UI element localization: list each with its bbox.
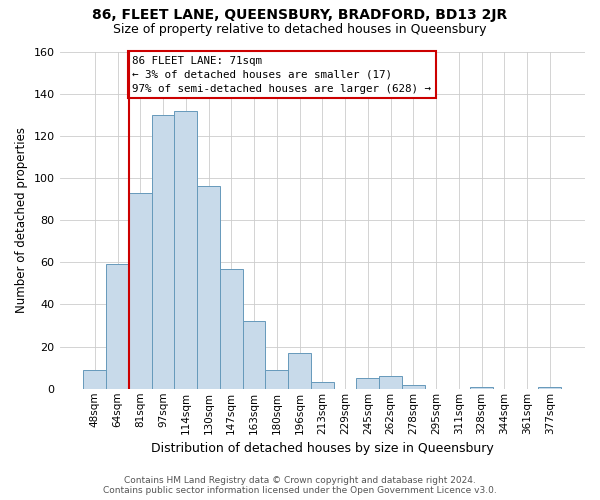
Bar <box>265 370 288 389</box>
Bar <box>538 386 561 389</box>
Bar <box>152 114 175 389</box>
Text: Contains HM Land Registry data © Crown copyright and database right 2024.
Contai: Contains HM Land Registry data © Crown c… <box>103 476 497 495</box>
Bar <box>470 386 493 389</box>
Bar <box>220 268 242 389</box>
Bar <box>311 382 334 389</box>
Y-axis label: Number of detached properties: Number of detached properties <box>15 127 28 313</box>
Bar <box>197 186 220 389</box>
Text: 86 FLEET LANE: 71sqm
← 3% of detached houses are smaller (17)
97% of semi-detach: 86 FLEET LANE: 71sqm ← 3% of detached ho… <box>133 56 431 94</box>
X-axis label: Distribution of detached houses by size in Queensbury: Distribution of detached houses by size … <box>151 442 494 455</box>
Bar <box>106 264 129 389</box>
Bar <box>402 384 425 389</box>
Bar <box>356 378 379 389</box>
Bar <box>379 376 402 389</box>
Bar <box>129 192 152 389</box>
Bar <box>242 322 265 389</box>
Text: 86, FLEET LANE, QUEENSBURY, BRADFORD, BD13 2JR: 86, FLEET LANE, QUEENSBURY, BRADFORD, BD… <box>92 8 508 22</box>
Bar <box>83 370 106 389</box>
Text: Size of property relative to detached houses in Queensbury: Size of property relative to detached ho… <box>113 22 487 36</box>
Bar <box>175 110 197 389</box>
Bar <box>288 353 311 389</box>
